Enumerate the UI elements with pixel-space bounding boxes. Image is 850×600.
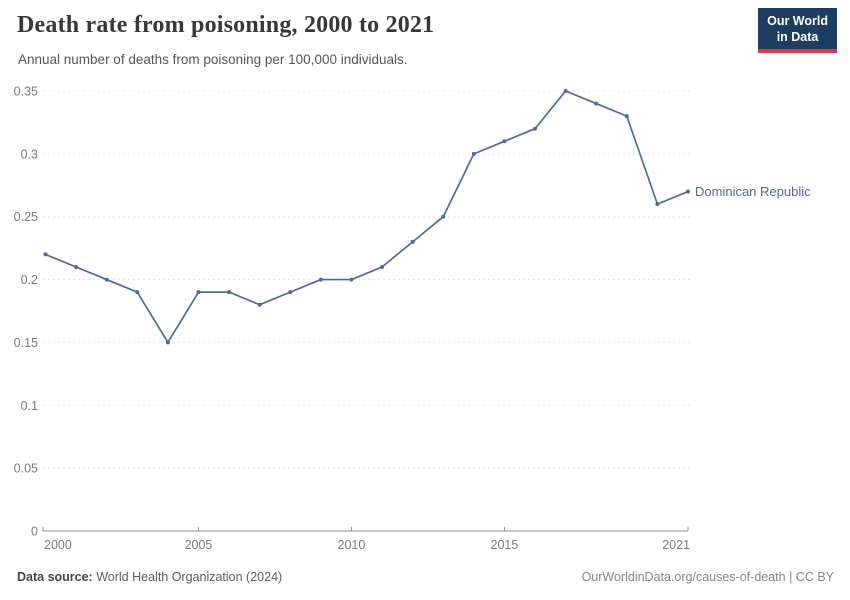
data-point[interactable] xyxy=(104,277,109,282)
x-tick-label: 2005 xyxy=(185,538,213,552)
y-tick-label: 0.25 xyxy=(14,210,38,224)
data-point[interactable] xyxy=(288,290,293,295)
owid-logo-line2: in Data xyxy=(776,29,819,44)
x-tick-label: 2000 xyxy=(44,538,72,552)
data-point[interactable] xyxy=(196,290,201,295)
y-tick-label: 0.05 xyxy=(14,462,38,476)
y-tick-label: 0.15 xyxy=(14,336,38,350)
footer-link[interactable]: OurWorldinData.org/causes-of-death | CC … xyxy=(581,570,834,584)
data-point[interactable] xyxy=(349,277,354,282)
series-label[interactable]: Dominican Republic xyxy=(695,184,811,199)
data-source: Data source: World Health Organization (… xyxy=(17,570,282,584)
chart-subtitle: Annual number of deaths from poisoning p… xyxy=(18,52,408,67)
data-point[interactable] xyxy=(594,101,599,106)
owid-logo: Our World in Data xyxy=(758,8,837,54)
x-tick-label: 2010 xyxy=(338,538,366,552)
data-point[interactable] xyxy=(410,239,415,244)
y-tick-label: 0 xyxy=(31,525,38,539)
data-source-value: World Health Organization (2024) xyxy=(96,570,283,584)
data-point[interactable] xyxy=(502,139,507,144)
data-point[interactable] xyxy=(533,126,538,131)
y-tick-label: 0.2 xyxy=(21,273,38,287)
data-point[interactable] xyxy=(471,151,476,156)
data-point[interactable] xyxy=(257,302,262,307)
owid-logo-line1: Our World xyxy=(767,14,828,28)
data-point[interactable] xyxy=(624,114,629,119)
data-point[interactable] xyxy=(441,214,446,219)
data-point[interactable] xyxy=(74,265,79,269)
data-point[interactable] xyxy=(165,340,170,345)
data-point[interactable] xyxy=(380,265,385,269)
y-tick-label: 0.1 xyxy=(21,399,38,413)
data-point[interactable] xyxy=(563,89,568,93)
chart-title: Death rate from poisoning, 2000 to 2021 xyxy=(17,12,435,38)
data-line[interactable] xyxy=(44,90,689,344)
data-point[interactable] xyxy=(135,290,140,295)
y-tick-label: 0.35 xyxy=(14,85,38,99)
data-point[interactable] xyxy=(655,202,660,207)
data-point[interactable] xyxy=(318,277,323,282)
data-point[interactable] xyxy=(686,189,690,194)
x-tick-label: 2015 xyxy=(491,538,519,552)
x-tick-label: 2021 xyxy=(662,538,690,552)
data-point[interactable] xyxy=(43,252,48,257)
y-tick-label: 0.3 xyxy=(21,147,38,161)
data-point[interactable] xyxy=(227,290,232,295)
data-source-label: Data source: xyxy=(17,570,93,584)
